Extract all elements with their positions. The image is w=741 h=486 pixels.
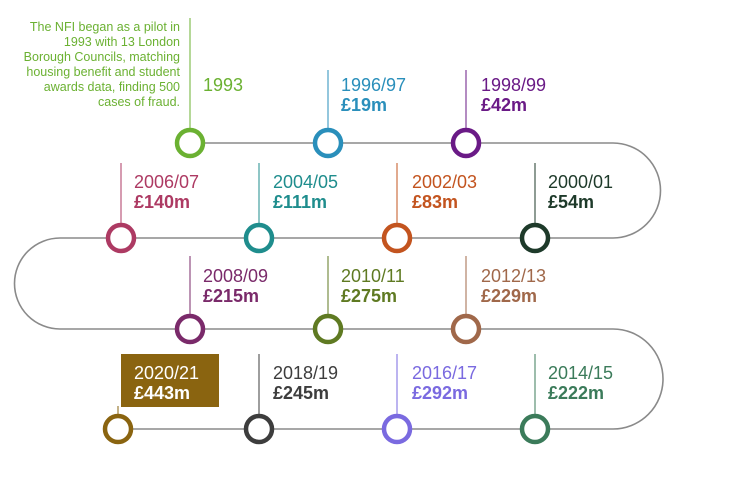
- milestone-amount: £83m: [412, 192, 459, 212]
- node-2002-03: [381, 222, 413, 254]
- milestone-year: 2000/01: [548, 172, 614, 192]
- milestone-year: 2006/07: [134, 172, 200, 192]
- milestone-year: 1993: [203, 75, 244, 95]
- node-2012-13: [450, 313, 482, 345]
- node-2018-19: [243, 413, 275, 445]
- milestone-year: 2002/03: [412, 172, 478, 192]
- milestone-label-2006-07: 2006/07 £140m: [134, 173, 199, 211]
- milestone-year: 2010/11: [341, 266, 405, 286]
- milestone-label-2002-03: 2002/03 £83m: [412, 173, 477, 211]
- milestone-amount: £54m: [548, 192, 595, 212]
- milestone-year: 2016/17: [412, 363, 478, 383]
- milestone-amount: £245m: [273, 383, 330, 403]
- milestone-year: 2008/09: [203, 266, 269, 286]
- node-1998-99: [450, 127, 482, 159]
- milestone-amount: £229m: [481, 286, 538, 306]
- milestone-label-1993: 1993: [203, 76, 243, 94]
- milestone-amount: £215m: [203, 286, 260, 306]
- milestone-label-2016-17: 2016/17 £292m: [412, 364, 477, 402]
- milestone-year: 1996/97: [341, 75, 407, 95]
- milestone-label-2012-13: 2012/13 £229m: [481, 267, 546, 305]
- milestone-amount: £222m: [548, 383, 605, 403]
- milestone-label-2000-01: 2000/01 £54m: [548, 173, 613, 211]
- milestone-amount: £111m: [273, 192, 328, 212]
- milestone-year: 2018/19: [273, 363, 339, 383]
- highlight-box-2020-21: [121, 354, 219, 407]
- milestone-amount: £140m: [134, 192, 191, 212]
- milestone-amount: £42m: [481, 95, 528, 115]
- milestone-amount: £275m: [341, 286, 398, 306]
- node-2008-09: [174, 313, 206, 345]
- milestone-label-2008-09: 2008/09 £215m: [203, 267, 268, 305]
- timeline-track: [13, 142, 664, 430]
- milestone-label-1996-97: 1996/97 £19m: [341, 76, 406, 114]
- milestone-amount: £19m: [341, 95, 388, 115]
- milestone-amount: £443m: [134, 383, 191, 403]
- milestone-label-2014-15: 2014/15 £222m: [548, 364, 613, 402]
- node-1993: [174, 127, 206, 159]
- node-1996-97: [312, 127, 344, 159]
- milestone-year: 1998/99: [481, 75, 547, 95]
- node-2014-15: [519, 413, 551, 445]
- milestone-label-2004-05: 2004/05 £111m: [273, 173, 338, 211]
- node-2016-17: [381, 413, 413, 445]
- milestone-year: 2004/05: [273, 172, 339, 192]
- milestone-year: 2012/13: [481, 266, 547, 286]
- node-2006-07: [105, 222, 137, 254]
- milestone-year: 2014/15: [548, 363, 614, 383]
- node-2004-05: [243, 222, 275, 254]
- milestone-label-2020-21: 2020/21 £443m: [134, 364, 199, 402]
- node-2010-11: [312, 313, 344, 345]
- node-2020-21: [102, 413, 134, 445]
- milestone-label-2010-11: 2010/11 £275m: [341, 267, 405, 305]
- milestone-label-1998-99: 1998/99 £42m: [481, 76, 546, 114]
- milestone-label-2018-19: 2018/19 £245m: [273, 364, 338, 402]
- milestone-amount: £292m: [412, 383, 469, 403]
- node-2000-01: [519, 222, 551, 254]
- intro-text: The NFI began as a pilot in 1993 with 13…: [23, 20, 180, 109]
- milestone-year: 2020/21: [134, 363, 200, 383]
